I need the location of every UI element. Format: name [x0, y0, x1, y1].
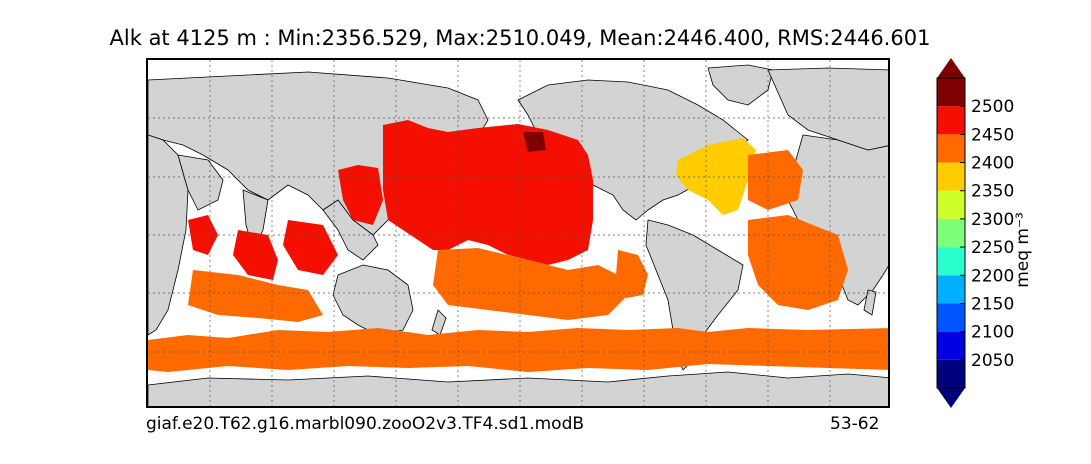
map-gridlines — [148, 60, 888, 406]
colorbar-swatch — [937, 331, 965, 360]
colorbar-tick-label: 2500 — [971, 97, 1014, 117]
colorbar-tick-label: 2250 — [971, 238, 1014, 258]
colorbar-swatch — [937, 190, 965, 219]
colorbar-tick-label: 2300 — [971, 210, 1014, 230]
land-arabia — [177, 154, 224, 211]
colorbar-tick-label: 2200 — [971, 266, 1014, 286]
land-new-zealand — [431, 309, 447, 336]
colorbar-swatch — [937, 106, 965, 135]
south-pacific-region — [433, 248, 628, 320]
colorbar-ticks: 2050 2100 2150 2200 2250 2300 2350 2400 2450 2500 — [960, 97, 1014, 371]
atlantic-orange-east — [748, 150, 803, 210]
colorbar-swatches — [936, 58, 966, 408]
colorbar-extend-min — [937, 388, 965, 408]
indian-south-region — [188, 270, 323, 322]
colorbar-swatch — [937, 162, 965, 191]
plot-title: Alk at 4125 m : Min:2356.529, Max:2510.0… — [109, 26, 931, 50]
colorbar-swatch — [937, 247, 965, 276]
southern-ocean-region — [148, 328, 888, 372]
colorbar-tick-label: 2150 — [971, 294, 1014, 314]
colorbar-swatch — [937, 78, 965, 107]
colorbar-border — [936, 77, 966, 389]
land-antarctica — [148, 371, 888, 406]
indian-high-region-2 — [233, 230, 278, 280]
land-se-asia — [322, 199, 379, 261]
run-name-caption: giaf.e20.T62.g16.marbl090.zooO2v3.TF4.sd… — [146, 414, 585, 434]
colorbar-swatch — [937, 303, 965, 332]
colorbar-tick-label: 2400 — [971, 154, 1014, 174]
colorbar-tick-label: 2350 — [971, 182, 1014, 202]
map-panel — [146, 58, 890, 408]
north-atlantic-region — [676, 138, 756, 215]
colorbar-unit-label: meq m⁻³ — [1013, 212, 1033, 288]
land-europe-east — [767, 67, 888, 151]
land-australia — [332, 264, 414, 336]
pacific-high-region-west — [338, 165, 383, 225]
australia-south-region — [358, 332, 448, 358]
colorbar-tick-label: 2050 — [971, 351, 1014, 371]
colorbar-swatch — [937, 218, 965, 248]
colorbar-extend-max — [937, 58, 965, 78]
max-patch — [523, 132, 546, 152]
colorbar: 2050 2100 2150 2200 2250 2300 2350 2400 2450 2500 — [936, 58, 1014, 408]
indian-high-region-3 — [283, 220, 338, 275]
colorbar-swatch — [937, 134, 965, 163]
land-greenland — [707, 64, 774, 106]
colorbar-tick-label: 2100 — [971, 323, 1014, 343]
world-map — [148, 60, 888, 406]
colorbar-tick-label: 2450 — [971, 125, 1014, 145]
colorbar-swatch — [937, 359, 965, 388]
south-atlantic-region — [748, 215, 848, 310]
south-pacific-east-region — [616, 250, 648, 298]
alkalinity-field — [148, 120, 888, 372]
year-range-caption: 53-62 — [830, 414, 880, 434]
pacific-high-region — [383, 120, 593, 265]
land-madagascar — [863, 289, 877, 316]
colorbar-swatch — [937, 275, 965, 304]
land-masses — [148, 64, 888, 406]
